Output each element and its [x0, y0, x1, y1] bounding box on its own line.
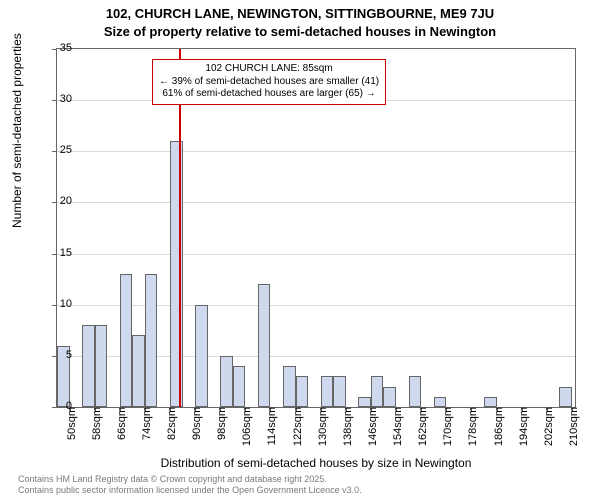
gridline [57, 151, 575, 152]
histogram-bar [559, 387, 572, 407]
histogram-bar [258, 284, 271, 407]
annotation-box: 102 CHURCH LANE: 85sqm← 39% of semi-deta… [152, 59, 386, 105]
x-tick-label: 178sqm [467, 407, 479, 446]
y-tick-label: 30 [32, 93, 72, 105]
y-tick-label: 5 [32, 349, 72, 361]
histogram-bar [434, 397, 447, 407]
x-tick-label: 130sqm [317, 407, 329, 446]
histogram-bar [409, 376, 422, 407]
y-axis-label: Number of semi-detached properties [10, 33, 24, 228]
histogram-bar [358, 397, 371, 407]
y-tick-label: 10 [32, 298, 72, 310]
x-tick-label: 186sqm [493, 407, 505, 446]
histogram-bar [195, 305, 208, 407]
x-tick-label: 202sqm [543, 407, 555, 446]
chart-title-line1: 102, CHURCH LANE, NEWINGTON, SITTINGBOUR… [0, 6, 600, 21]
histogram-bar [132, 335, 145, 407]
y-tick-label: 20 [32, 195, 72, 207]
x-tick-label: 66sqm [116, 407, 128, 440]
histogram-bar [383, 387, 396, 407]
y-tick-label: 35 [32, 42, 72, 54]
x-tick-label: 82sqm [166, 407, 178, 440]
histogram-bar [283, 366, 296, 407]
x-tick-label: 58sqm [91, 407, 103, 440]
chart-container: 102, CHURCH LANE, NEWINGTON, SITTINGBOUR… [0, 0, 600, 500]
histogram-bar [220, 356, 233, 407]
x-tick-label: 194sqm [518, 407, 530, 446]
y-tick-label: 25 [32, 144, 72, 156]
x-axis-label: Distribution of semi-detached houses by … [56, 456, 576, 470]
y-tick-label: 15 [32, 247, 72, 259]
y-tick-label: 0 [32, 400, 72, 412]
chart-title-line2: Size of property relative to semi-detach… [0, 24, 600, 39]
histogram-bar [484, 397, 497, 407]
histogram-bar [371, 376, 384, 407]
histogram-bar [233, 366, 246, 407]
x-tick-label: 122sqm [292, 407, 304, 446]
histogram-bar [333, 376, 346, 407]
gridline [57, 254, 575, 255]
credits: Contains HM Land Registry data © Crown c… [18, 474, 362, 496]
histogram-bar [95, 325, 108, 407]
gridline [57, 202, 575, 203]
x-tick-label: 146sqm [367, 407, 379, 446]
x-tick-label: 98sqm [216, 407, 228, 440]
histogram-bar [120, 274, 133, 407]
x-tick-label: 74sqm [141, 407, 153, 440]
annotation-line: ← 39% of semi-detached houses are smalle… [159, 76, 379, 89]
x-tick-label: 138sqm [342, 407, 354, 446]
annotation-line: 102 CHURCH LANE: 85sqm [159, 63, 379, 76]
credit-line-1: Contains HM Land Registry data © Crown c… [18, 474, 362, 485]
x-tick-label: 210sqm [568, 407, 580, 446]
x-tick-label: 90sqm [191, 407, 203, 440]
plot-area: 50sqm58sqm66sqm74sqm82sqm90sqm98sqm106sq… [56, 48, 576, 408]
x-tick-label: 154sqm [392, 407, 404, 446]
x-tick-label: 162sqm [417, 407, 429, 446]
x-tick-label: 170sqm [442, 407, 454, 446]
histogram-bar [145, 274, 158, 407]
gridline [57, 305, 575, 306]
histogram-bar [82, 325, 95, 407]
histogram-bar [321, 376, 334, 407]
credit-line-2: Contains public sector information licen… [18, 485, 362, 496]
x-tick-label: 114sqm [266, 407, 278, 445]
histogram-bar [296, 376, 309, 407]
x-tick-label: 106sqm [241, 407, 253, 446]
annotation-line: 61% of semi-detached houses are larger (… [159, 88, 379, 101]
